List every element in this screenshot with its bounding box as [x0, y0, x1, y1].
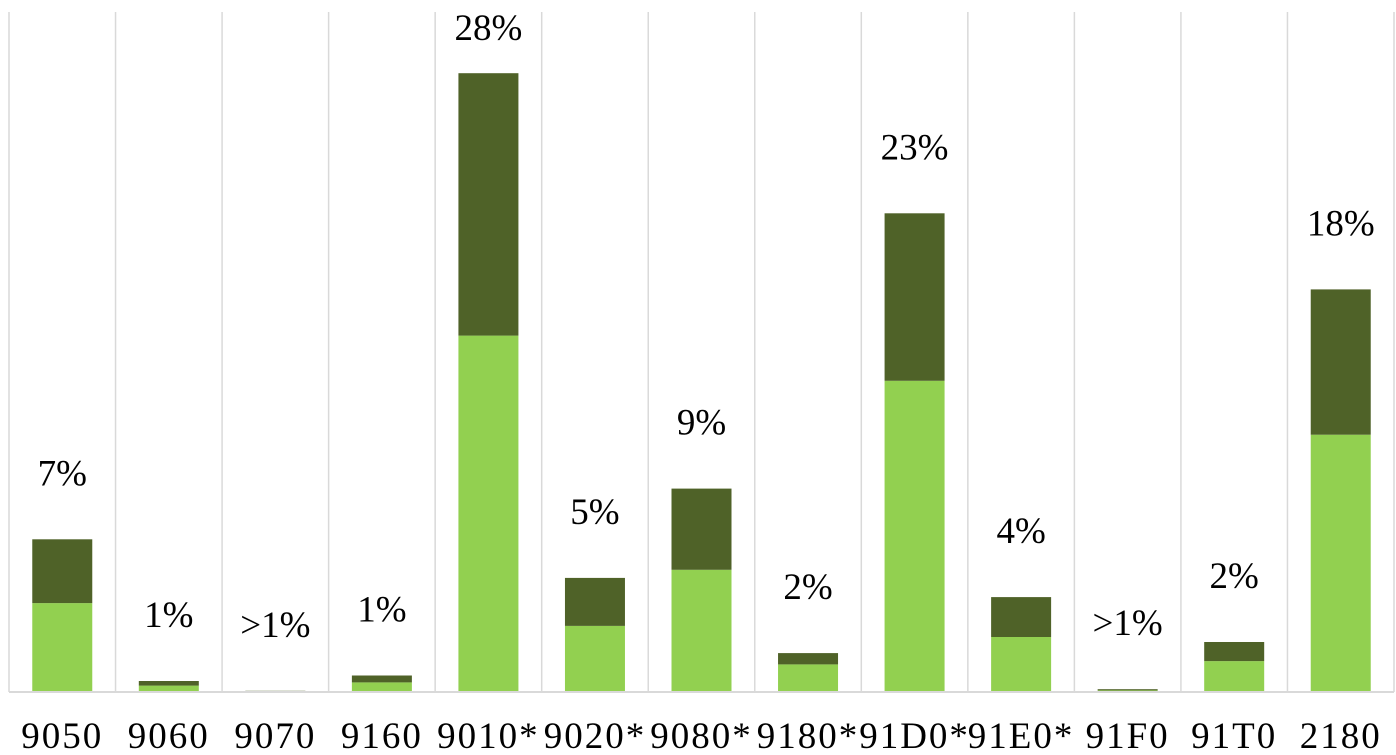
x-tick-label: 9060 — [128, 716, 210, 755]
x-tick-label: 91E0* — [968, 716, 1075, 755]
bar-segment-2 — [138, 681, 199, 686]
bar-segment-2 — [1310, 289, 1371, 435]
bar-segment-2 — [884, 213, 945, 381]
x-tick-label: 2180 — [1300, 716, 1382, 755]
data-label: 2% — [1210, 556, 1259, 597]
data-label: 4% — [996, 511, 1045, 552]
data-label: 9% — [677, 403, 726, 444]
bars — [32, 73, 1371, 692]
bar-segment-2 — [671, 488, 732, 570]
bar-segment-1 — [884, 380, 945, 692]
bar-segment-1 — [671, 569, 732, 692]
bar-segment-1 — [138, 685, 199, 692]
bar-segment-1 — [1310, 434, 1371, 692]
x-tick-label: 9010* — [437, 716, 540, 755]
bar-segment-2 — [32, 539, 93, 604]
data-label: 23% — [881, 127, 949, 168]
bar-segment-2 — [778, 653, 839, 665]
data-label: 28% — [455, 8, 523, 49]
bar-segment-2 — [1097, 689, 1158, 691]
data-label: 2% — [783, 567, 832, 608]
data-label: 7% — [38, 453, 87, 494]
x-tick-label: 9050 — [21, 716, 103, 755]
x-tick-label: 9080* — [650, 716, 753, 755]
bar-segment-2 — [564, 577, 625, 626]
x-tick-label: 9180* — [757, 716, 860, 755]
x-tick-label: 91T0 — [1191, 716, 1277, 755]
x-axis-labels: 9050 9060 9070 9160 9010* 9020* 9080* 9180* 91D0… — [21, 716, 1382, 755]
gridlines — [8, 12, 1395, 692]
data-label: >1% — [240, 605, 310, 646]
x-tick-label: 9070 — [234, 716, 316, 755]
data-label: 18% — [1307, 203, 1375, 244]
bar-segment-1 — [778, 664, 839, 692]
x-tick-label: 91D0* — [859, 716, 970, 755]
bar-segment-1 — [991, 637, 1052, 692]
x-tick-label: 9020* — [544, 716, 647, 755]
bar-segment-1 — [564, 625, 625, 692]
x-tick-label: 91F0 — [1086, 716, 1170, 755]
bar-segment-1 — [32, 603, 93, 692]
bar-segment-1 — [458, 335, 519, 692]
bar-segment-1 — [1204, 661, 1265, 692]
bar-segment-2 — [351, 675, 412, 683]
data-label: 5% — [570, 492, 619, 533]
bar-segment-1 — [351, 682, 412, 692]
bar-segment-2 — [458, 73, 519, 336]
x-tick-label: 9160 — [341, 716, 423, 755]
data-label: >1% — [1093, 603, 1163, 644]
bar-segment-2 — [1204, 642, 1265, 662]
data-label: 1% — [357, 590, 406, 631]
data-label: 1% — [144, 595, 193, 636]
data-labels: 7% 1% >1% 1% 28% 5% 9% 2% 23% 4% >1% 2% 18% — [38, 8, 1375, 646]
bar-segment-2 — [991, 597, 1052, 637]
